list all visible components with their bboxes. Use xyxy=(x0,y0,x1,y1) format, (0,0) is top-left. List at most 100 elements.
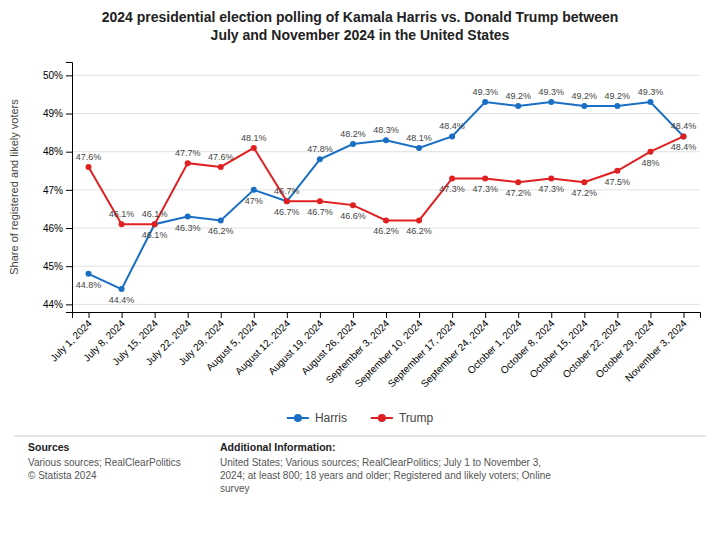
legend-swatch-marker xyxy=(378,414,386,422)
data-label: 46.2% xyxy=(406,226,432,236)
x-tick-mark xyxy=(122,312,123,318)
data-label: 47.5% xyxy=(605,177,631,187)
y-tick-mark xyxy=(66,304,72,305)
point xyxy=(218,164,224,170)
y-tick-label: 45% xyxy=(43,261,63,272)
y-tick-label: 50% xyxy=(43,70,63,81)
point xyxy=(680,133,686,139)
x-tick: August 19, 2024 xyxy=(266,312,326,377)
data-label: 48.1% xyxy=(406,133,432,143)
data-label: 46.7% xyxy=(307,207,333,217)
point xyxy=(317,156,323,162)
data-label: 46.2% xyxy=(373,226,399,236)
data-label: 49.2% xyxy=(505,91,531,101)
x-tick-label: August 19, 2024 xyxy=(266,317,326,377)
data-label: 47.3% xyxy=(538,184,564,194)
data-label: 49.3% xyxy=(472,87,498,97)
data-label: 46.7% xyxy=(274,186,300,196)
data-label: 47.7% xyxy=(175,148,201,158)
point xyxy=(449,133,455,139)
x-tick: September 3, 2024 xyxy=(324,312,392,386)
point xyxy=(680,133,686,139)
legend-item: Trump xyxy=(371,411,434,425)
x-tick-label: August 12, 2024 xyxy=(233,317,293,377)
x-tick-mark xyxy=(518,312,519,318)
chart: 2024 presidential election polling of Ka… xyxy=(0,0,720,535)
point xyxy=(482,175,488,181)
data-label: 49.2% xyxy=(572,91,598,101)
grid-line xyxy=(72,151,700,152)
data-label: 47% xyxy=(245,196,263,206)
point xyxy=(581,103,587,109)
legend-label: Harris xyxy=(315,411,347,425)
x-tick: November 3, 2024 xyxy=(623,312,689,384)
point xyxy=(86,164,92,170)
x-axis-line xyxy=(73,313,701,319)
data-label: 48.4% xyxy=(671,142,697,152)
grid-line xyxy=(72,113,700,114)
point xyxy=(614,103,620,109)
data-label: 47.6% xyxy=(208,152,234,162)
x-tick: August 12, 2024 xyxy=(233,312,293,377)
x-tick-mark xyxy=(584,312,585,318)
x-tick-mark xyxy=(89,312,90,318)
y-tick-mark xyxy=(66,75,72,76)
data-label: 46.2% xyxy=(208,226,234,236)
point xyxy=(383,137,389,143)
data-label: 44.4% xyxy=(109,295,135,305)
x-tick-mark xyxy=(287,312,288,318)
x-tick-label: November 3, 2024 xyxy=(623,317,689,383)
x-tick-mark xyxy=(221,312,222,318)
data-label: 48.1% xyxy=(241,133,267,143)
y-tick-label: 44% xyxy=(43,299,63,310)
x-tick-mark xyxy=(419,312,420,318)
x-tick-mark xyxy=(485,312,486,318)
x-tick-mark xyxy=(254,312,255,318)
x-tick-label: October 22, 2024 xyxy=(560,317,623,380)
x-tick-mark xyxy=(320,312,321,318)
footer-text: Sources xyxy=(28,441,70,453)
x-tick: October 29, 2024 xyxy=(593,312,656,380)
x-tick-label: October 15, 2024 xyxy=(527,317,590,380)
y-tick-mark xyxy=(66,228,72,229)
data-label: 46.1% xyxy=(142,230,168,240)
footer-text: Additional Information: xyxy=(220,441,336,453)
y-tick: 45% xyxy=(43,261,72,272)
y-tick: 50% xyxy=(43,70,72,81)
point xyxy=(350,141,356,147)
grid xyxy=(72,75,700,304)
data-label: 47.3% xyxy=(439,184,465,194)
x-tick-label: September 3, 2024 xyxy=(324,317,392,385)
legend-swatch-marker xyxy=(294,414,302,422)
point xyxy=(614,168,620,174)
x-tick-label: October 29, 2024 xyxy=(593,317,656,380)
data-label: 48% xyxy=(641,158,659,168)
x-tick-mark xyxy=(155,312,156,318)
grid-line xyxy=(72,304,700,305)
data-label: 44.8% xyxy=(76,280,102,290)
y-tick-label: 46% xyxy=(43,223,63,234)
x-tick-mark xyxy=(386,312,387,318)
point xyxy=(548,175,554,181)
x-tick: October 15, 2024 xyxy=(527,312,590,380)
point xyxy=(251,145,257,151)
data-labels: 44.8% 44.4% 46.1% 46.3% 46.2% 47% 46.7% 47.8% 48… xyxy=(76,87,696,305)
y-tick: 46% xyxy=(43,223,72,234)
y-tick-mark xyxy=(66,266,72,267)
point xyxy=(482,99,488,105)
data-label: 46.3% xyxy=(175,223,201,233)
footer-text: Various sources; RealClearPolitics© Stat… xyxy=(28,457,181,481)
y-tick: 44% xyxy=(43,299,72,310)
series-line xyxy=(89,136,684,224)
y-axis-line xyxy=(66,63,73,313)
x-tick-mark xyxy=(188,312,189,318)
x-tick-label: October 8, 2024 xyxy=(498,317,557,376)
y-tick: 48% xyxy=(43,146,72,157)
footer-separator xyxy=(14,436,706,437)
data-label: 49.3% xyxy=(638,87,664,97)
data-label: 47.8% xyxy=(307,144,333,154)
point xyxy=(416,217,422,223)
x-tick-mark xyxy=(452,312,453,318)
legend: Harris Trump xyxy=(287,411,434,425)
data-label: 46.1% xyxy=(109,209,135,219)
